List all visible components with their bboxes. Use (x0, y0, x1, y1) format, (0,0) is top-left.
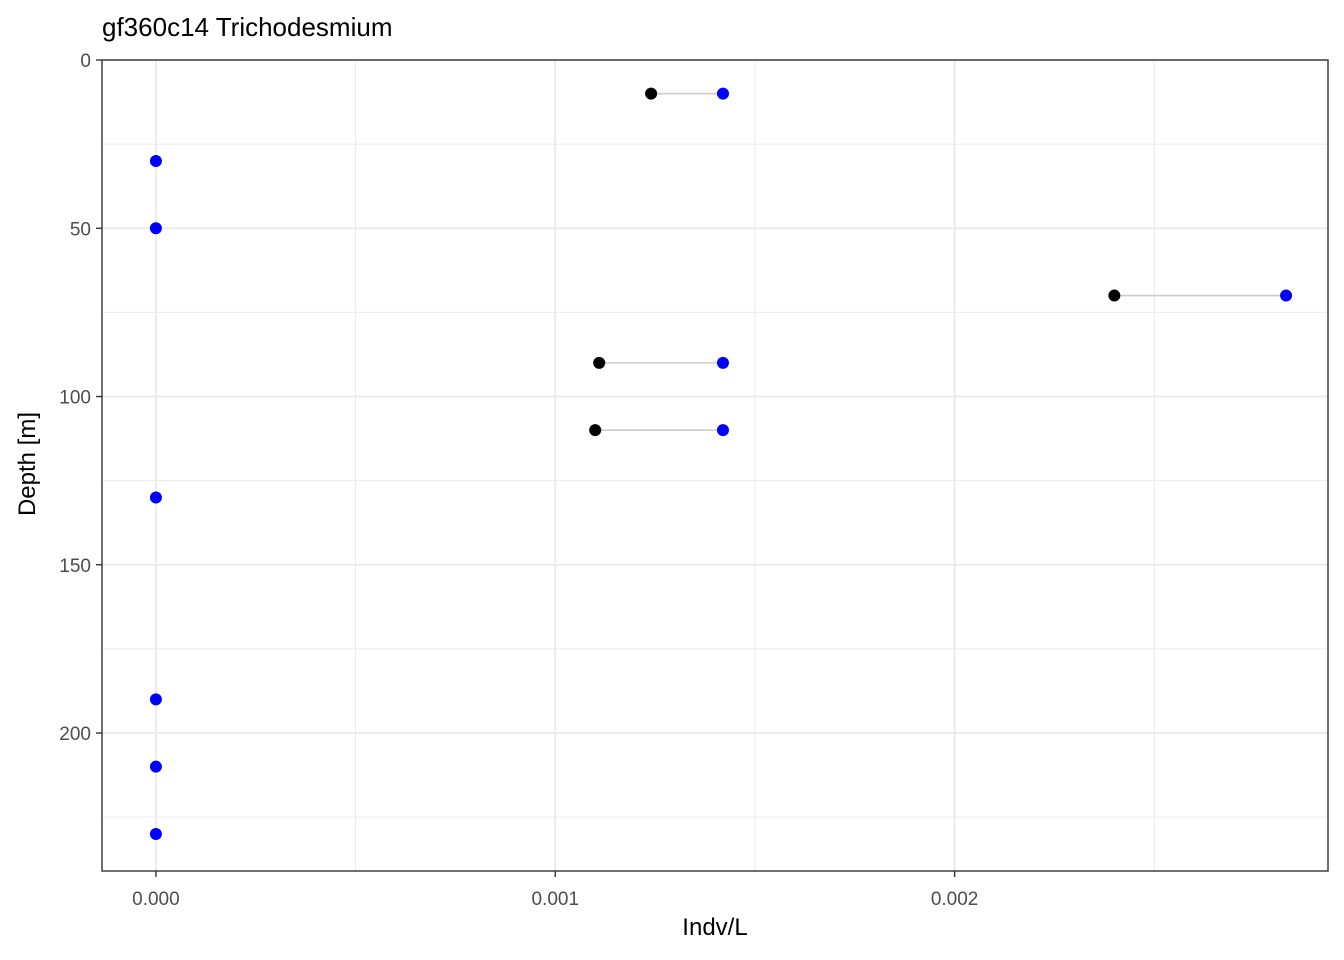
y-tick-label: 0 (80, 51, 91, 72)
plot-panel-border (101, 59, 1329, 872)
y-axis-label: Depth [m] (14, 411, 41, 517)
data-points (149, 87, 1293, 840)
x-axis-ticks: 0.000 0.001 0.002 (132, 871, 978, 910)
y-axis-ticks: 0 50 100 150 200 (59, 51, 102, 745)
x-tick-label: 0.001 (531, 889, 579, 910)
y-tick-label: 50 (70, 219, 91, 240)
connector-segments (595, 92, 1287, 431)
data-point-blue (149, 760, 162, 773)
data-point-blue (716, 356, 729, 369)
data-point-blue (149, 827, 162, 840)
data-point-blue (149, 491, 162, 504)
data-point-blue (1280, 289, 1293, 302)
x-tick-label: 0.000 (132, 889, 180, 910)
data-point-black (593, 356, 606, 369)
data-point-black (645, 87, 658, 100)
data-point-blue (149, 154, 162, 167)
y-tick-label: 150 (59, 556, 91, 577)
y-tick-label: 100 (59, 388, 91, 409)
data-point-blue (716, 424, 729, 437)
data-point-blue (149, 693, 162, 706)
data-point-blue (149, 222, 162, 235)
grid-minor (102, 60, 1328, 871)
chart-title: gf360c14 Trichodesmium (102, 12, 393, 42)
data-point-blue (716, 87, 729, 100)
x-axis-label: Indv/L (682, 914, 748, 941)
x-tick-label: 0.002 (931, 889, 979, 910)
data-point-black (589, 424, 602, 437)
data-point-black (1108, 289, 1121, 302)
y-tick-label: 200 (59, 724, 91, 745)
plot-background (102, 60, 1328, 871)
